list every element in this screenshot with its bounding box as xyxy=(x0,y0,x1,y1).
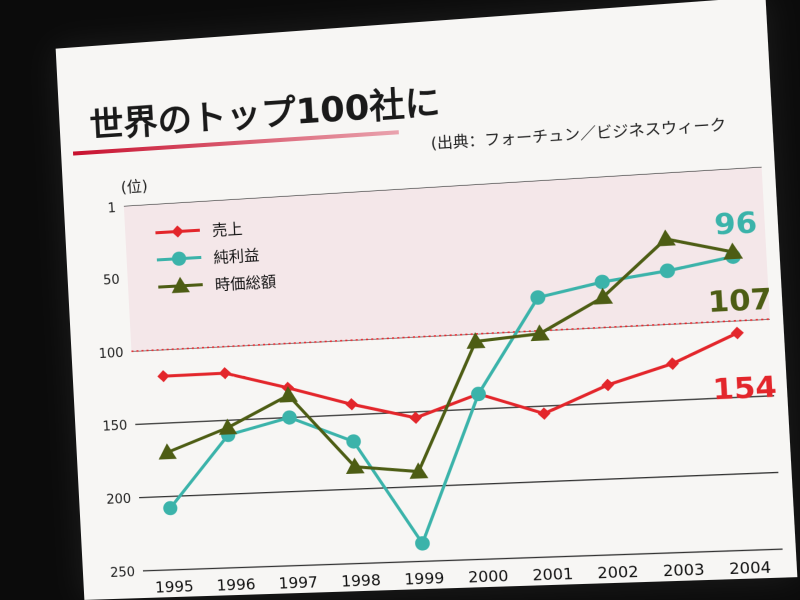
y-tick-label: 150 xyxy=(102,419,128,435)
legend-label: 純利益 xyxy=(213,246,260,267)
data-point-1 xyxy=(730,326,744,339)
data-point-2 xyxy=(415,536,430,551)
x-tick-label: 2004 xyxy=(729,558,772,578)
y-tick-label: 200 xyxy=(106,492,132,508)
x-tick-label: 1996 xyxy=(216,575,256,595)
data-point-1 xyxy=(666,357,680,370)
grid-line xyxy=(139,472,778,497)
grid-line xyxy=(135,396,774,425)
x-tick-label: 2003 xyxy=(663,560,706,580)
data-point-1 xyxy=(409,411,422,424)
x-tick-label: 1995 xyxy=(155,577,194,596)
y-tick-label: 50 xyxy=(103,273,120,289)
y-tick-label: 1 xyxy=(107,201,116,217)
x-tick-label: 2001 xyxy=(532,565,574,585)
data-point-1 xyxy=(345,398,358,411)
x-tick-label: 1997 xyxy=(278,573,318,593)
data-point-2 xyxy=(471,386,487,401)
x-tick-label: 1999 xyxy=(404,569,445,589)
end-value-label: 96 xyxy=(713,205,758,242)
end-value-label: 107 xyxy=(707,281,773,319)
data-point-1 xyxy=(157,370,170,383)
legend-label: 時価総額 xyxy=(214,272,276,294)
x-tick-label: 2002 xyxy=(597,562,639,582)
ranking-line-chart: 1501001502002501995 1996 1997 1998 1999 2000 2… xyxy=(56,0,798,600)
slide: 世界のトップ100社に (出典：フォーチュン／ビジネスウィーク (位) 1 50 1… xyxy=(56,0,798,600)
data-point-2 xyxy=(282,410,297,425)
x-tick-label: 1998 xyxy=(341,571,382,591)
data-point-1 xyxy=(601,378,615,391)
data-point-1 xyxy=(537,407,550,420)
data-point-1 xyxy=(218,367,231,380)
end-value-label: 154 xyxy=(712,369,778,407)
y-tick-label: 100 xyxy=(98,346,124,362)
x-tick-label: 2000 xyxy=(468,567,509,587)
legend-label: 売上 xyxy=(212,220,243,240)
y-tick-label: 250 xyxy=(110,565,136,581)
